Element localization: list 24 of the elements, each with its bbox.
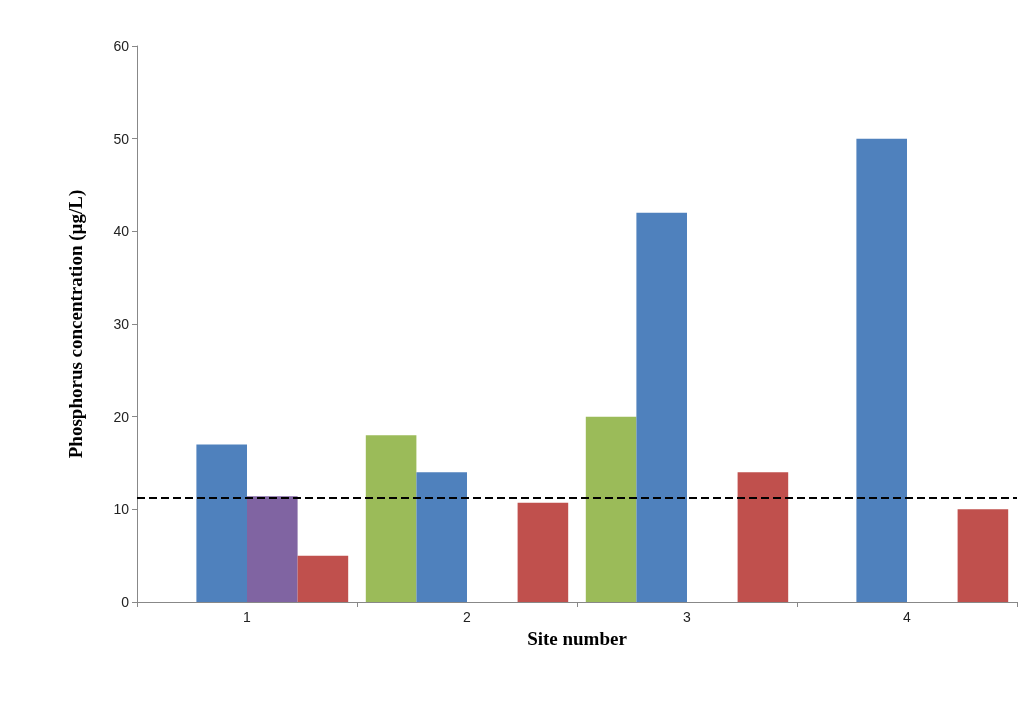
y-tick-label: 60 bbox=[113, 38, 130, 54]
y-tick-label: 0 bbox=[121, 594, 130, 610]
bar bbox=[416, 472, 467, 602]
y-axis-title: Phosphorus concentration (µg/L) bbox=[65, 189, 87, 459]
y-tick-label: 30 bbox=[113, 316, 130, 332]
bar bbox=[856, 138, 907, 602]
y-tick-label: 50 bbox=[113, 130, 130, 147]
bar bbox=[365, 435, 417, 602]
x-tick-label: 2 bbox=[463, 609, 472, 625]
bar bbox=[585, 416, 637, 602]
x-tick-label: 3 bbox=[683, 609, 692, 625]
bar bbox=[636, 212, 687, 602]
bar bbox=[737, 472, 789, 602]
x-tick-label: 4 bbox=[903, 609, 912, 625]
bar bbox=[247, 496, 298, 602]
bar bbox=[517, 502, 569, 602]
y-tick-label: 40 bbox=[113, 223, 130, 240]
y-tick-label: 20 bbox=[113, 408, 130, 425]
x-tick-label: 1 bbox=[243, 609, 252, 625]
bar bbox=[196, 444, 247, 602]
bar bbox=[297, 555, 349, 602]
bar bbox=[957, 509, 1009, 602]
y-tick-label: 10 bbox=[113, 501, 130, 518]
x-axis-title: Site number bbox=[527, 627, 628, 649]
